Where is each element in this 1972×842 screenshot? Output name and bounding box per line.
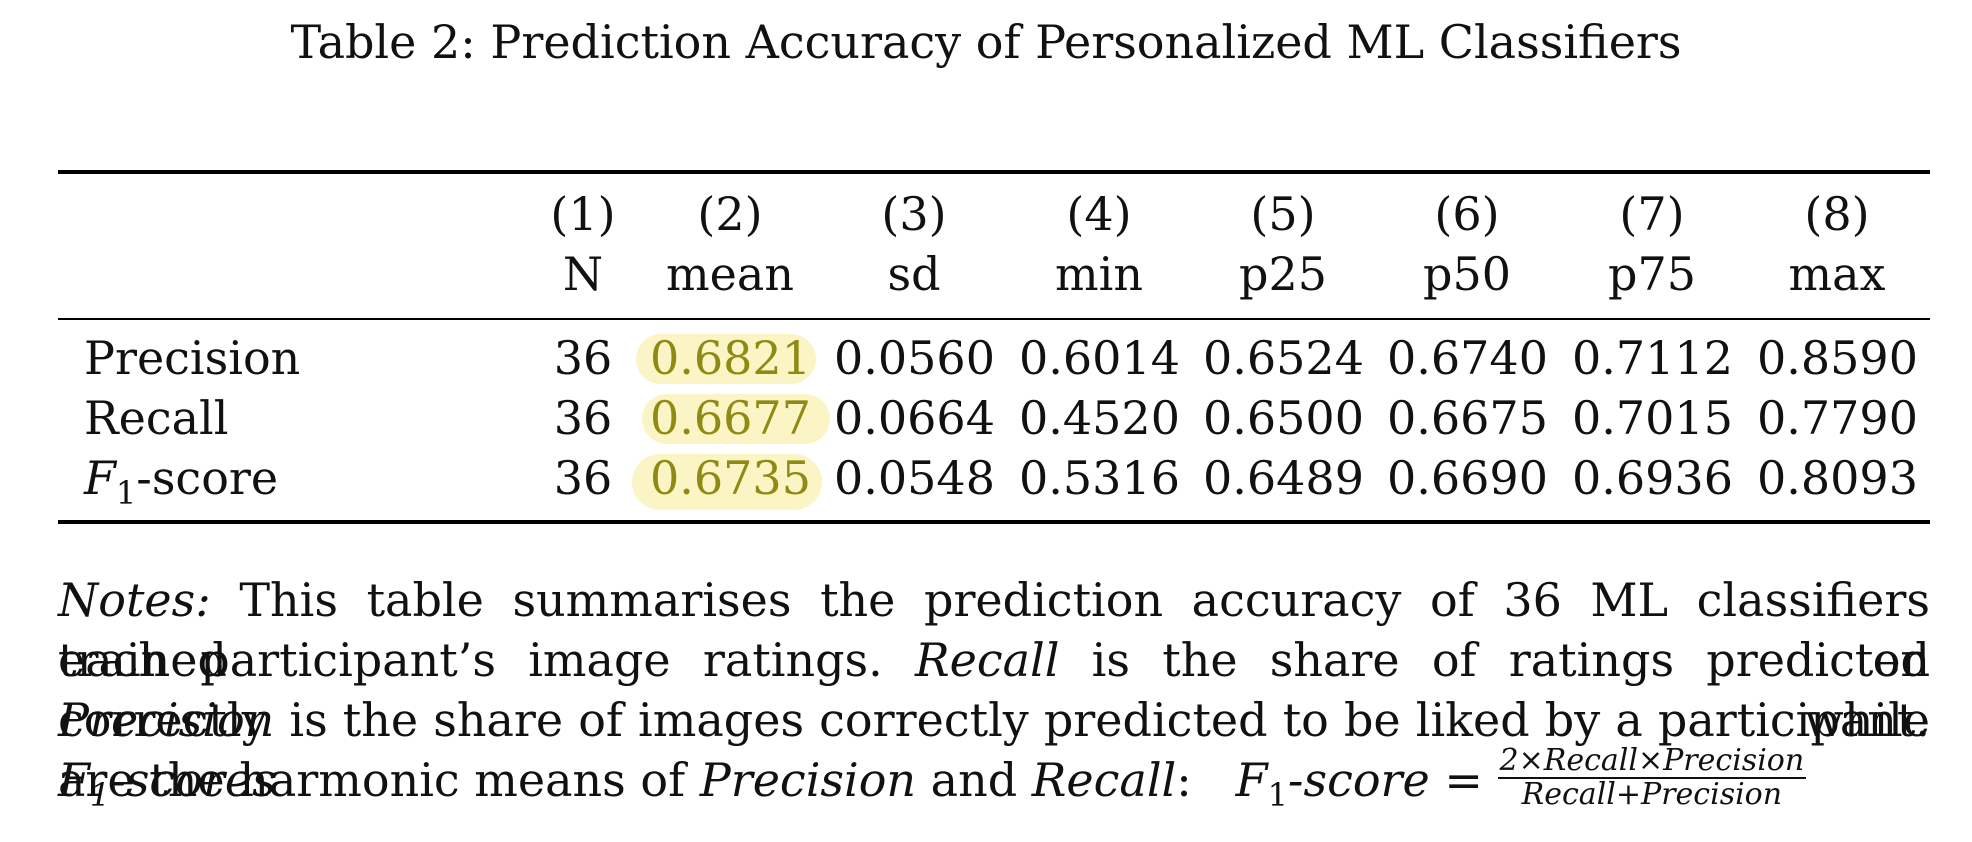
f1-formula: F1-score = 2×Recall×Precision Recall+Prec… <box>1235 743 1807 814</box>
table-header-rule <box>58 318 1930 320</box>
table-cell-highlighted: 0.6821 <box>650 331 811 385</box>
notes-line-2: each participant’s image ratings. Recall… <box>58 633 1931 747</box>
mean-highlight-f1 <box>632 454 822 510</box>
mean-highlight-precision <box>636 334 816 384</box>
table-caption: Table 2: Prediction Accuracy of Personal… <box>290 15 1682 69</box>
table-cell: 36 <box>553 331 613 385</box>
column-number-8: (8) <box>1804 187 1870 241</box>
table-cell: 36 <box>553 451 613 505</box>
row-label-recall: Recall <box>84 391 229 445</box>
table-bottom-rule <box>58 520 1930 524</box>
column-number-6: (6) <box>1434 187 1500 241</box>
table-cell-highlighted: 0.6677 <box>650 391 811 445</box>
table-cell: 0.7015 <box>1572 391 1733 445</box>
column-number-3: (3) <box>881 187 947 241</box>
mean-highlight-recall <box>642 394 830 444</box>
column-number-1: (1) <box>550 187 616 241</box>
table-notes: Notes: This table summarises the predict… <box>58 570 1931 814</box>
column-number-5: (5) <box>1250 187 1316 241</box>
table-cell: 0.6936 <box>1572 451 1733 505</box>
column-label-p75: p75 <box>1608 247 1696 301</box>
column-number-7: (7) <box>1619 187 1685 241</box>
column-label-sd: sd <box>887 247 941 301</box>
column-label-max: max <box>1788 247 1886 301</box>
column-label-min: min <box>1055 247 1143 301</box>
table-cell: 0.0548 <box>834 451 995 505</box>
column-number-4: (4) <box>1066 187 1132 241</box>
table-top-rule <box>58 170 1930 174</box>
table-cell: 0.6675 <box>1387 391 1548 445</box>
table-cell: 36 <box>553 391 613 445</box>
column-label-mean: mean <box>666 247 794 301</box>
column-number-2: (2) <box>697 187 763 241</box>
table-cell: 0.8093 <box>1757 451 1918 505</box>
row-label-f1-score: F1-score <box>84 451 279 512</box>
row-label-precision: Precision <box>84 331 301 385</box>
table-cell-highlighted: 0.6735 <box>650 451 811 505</box>
column-label-n: N <box>562 247 604 301</box>
table-cell: 0.7112 <box>1572 331 1733 385</box>
notes-line-1: Notes: This table summarises the predict… <box>58 573 1930 687</box>
table-cell: 0.0560 <box>834 331 995 385</box>
table-cell: 0.6740 <box>1387 331 1548 385</box>
notes-label: Notes: <box>58 573 211 627</box>
table-cell: 0.6690 <box>1387 451 1548 505</box>
notes-line-3: Precision is the share of images correct… <box>58 693 1931 814</box>
column-label-p50: p50 <box>1423 247 1511 301</box>
table-cell: 0.6500 <box>1203 391 1364 445</box>
table-cell: 0.7790 <box>1757 391 1918 445</box>
table-cell: 0.0664 <box>834 391 995 445</box>
notes-line-4: are the harmonic means of Precision and … <box>58 743 1807 814</box>
table-cell: 0.8590 <box>1757 331 1918 385</box>
table-cell: 0.6489 <box>1203 451 1364 505</box>
formula-fraction: 2×Recall×Precision Recall+Precision <box>1497 743 1807 812</box>
table-cell: 0.4520 <box>1019 391 1180 445</box>
table-cell: 0.6524 <box>1203 331 1364 385</box>
table-cell: 0.6014 <box>1019 331 1180 385</box>
column-label-p25: p25 <box>1239 247 1327 301</box>
table-cell: 0.5316 <box>1019 451 1180 505</box>
